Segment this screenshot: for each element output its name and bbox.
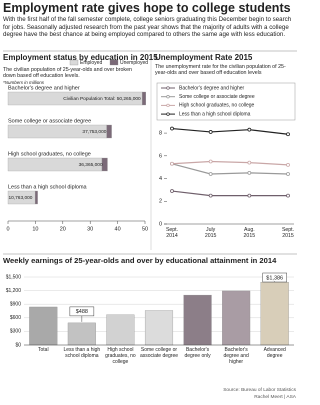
point [247, 170, 252, 175]
y-tick-label: $900 [10, 302, 21, 308]
bar [260, 282, 289, 346]
x-tick-label: Sept. 2014 [165, 227, 179, 239]
chart-title: Unemployment Rate 2015 [155, 53, 253, 62]
chart-subtitle: The civilian population of 25-year-olds … [3, 67, 132, 80]
legend-label: Less than a high school diploma [179, 111, 251, 117]
x-tick-label: 0 [6, 226, 9, 232]
series-line [171, 127, 289, 135]
source: Source: Bureau of Labor Statistics [223, 388, 296, 393]
point [208, 193, 213, 198]
x-tick-label: Less than a high school diploma [63, 347, 101, 359]
credit: Rachel Meert | ASA [254, 395, 296, 400]
category-label: Some college or associate degree [8, 118, 91, 124]
legend-marker [166, 86, 170, 90]
bar [67, 322, 96, 346]
bar-segment [106, 124, 112, 139]
x-tick-label: Aug. 2015 [243, 227, 256, 239]
category-label: Bachelor's degree and higher [8, 85, 80, 91]
legend-label: Bachelor's degree and higher [179, 85, 245, 91]
intro: With the first half of the fall semester… [3, 16, 292, 39]
point [208, 172, 213, 176]
x-tick-label: July 2015 [204, 227, 217, 239]
y-tick-label: $600 [10, 315, 21, 321]
x-tick-label: 30 [87, 226, 93, 232]
x-tick-label: 50 [142, 226, 148, 232]
y-tick-label: $1,500 [6, 274, 22, 280]
bar [29, 306, 58, 346]
point [170, 189, 174, 193]
category-label: Less than a high school diploma [8, 184, 88, 190]
bar [222, 290, 251, 346]
legend-marker [166, 112, 170, 116]
chart-title: Employment status by education in 2015 [3, 53, 158, 62]
legend-swatch [109, 59, 119, 66]
y-tick-label: $0 [15, 342, 21, 348]
value-label: $1,386 [266, 275, 283, 281]
chart-subtitle: The unemployment rate for the civilian p… [155, 64, 286, 77]
x-tick-label: 10 [32, 226, 38, 232]
y-tick-label: 4 [159, 176, 162, 182]
legend-label: Employed [80, 60, 102, 66]
x-tick-label: High school graduates, no college [105, 347, 136, 365]
point [208, 130, 213, 134]
y-tick-label: $1,200 [6, 288, 22, 294]
y-tick-label: $300 [10, 329, 21, 335]
legend-marker [166, 95, 170, 99]
legend-label: Some college or associate degree [179, 94, 255, 100]
point [170, 126, 174, 131]
point [247, 160, 252, 165]
point [170, 161, 174, 166]
bar-segment [34, 190, 38, 205]
legend-label: High school graduates, no college [179, 103, 255, 109]
legend-label: Unemployed [120, 60, 148, 66]
page-title: Employment rate gives hope to college st… [3, 1, 291, 15]
infographic: Employed Unemployed Bachelor's degree and … [3, 1, 297, 400]
total-label: Civilian Population Total: 50,265,000 [63, 96, 141, 102]
x-tick-label: Total [38, 347, 49, 353]
y-tick-label: 2 [159, 199, 162, 205]
point [208, 159, 213, 164]
total-label: 37,753,000 [82, 129, 106, 135]
charts: Employed Unemployed Bachelor's degree and … [3, 50, 297, 348]
category-label: High school graduates, no college [8, 151, 91, 157]
y-tick-label: 8 [159, 131, 162, 137]
x-tick-label: Sept. 2015 [281, 227, 295, 239]
x-tick-label: Some college or associate degree [139, 347, 179, 359]
x-tick-label: Bachelor's degree and higher [223, 347, 249, 365]
point [286, 132, 290, 137]
chart-title: Weekly earnings of 25-year-olds and over… [3, 256, 277, 265]
chart-note: *Numbers in millions [3, 80, 45, 85]
legend-box [156, 82, 296, 121]
bar [106, 314, 135, 346]
x-tick-label: Bachelor's degree only [184, 347, 211, 359]
series-line [171, 160, 289, 166]
series-line [171, 163, 289, 175]
bar-segment [142, 91, 146, 106]
x-tick-label: Advanced degree [263, 347, 286, 359]
point [286, 172, 290, 176]
total-label: 10,763,000 [8, 195, 32, 201]
point [247, 193, 252, 198]
series-line [171, 190, 288, 197]
total-label: 36,365,000 [79, 162, 103, 168]
bar [144, 310, 174, 346]
y-tick-label: 0 [159, 221, 162, 227]
point [286, 193, 290, 198]
point [286, 163, 290, 167]
y-tick-label: 6 [159, 153, 162, 159]
legend-marker [166, 103, 170, 108]
x-tick-label: 20 [60, 226, 66, 232]
bar [183, 294, 212, 346]
x-tick-label: 40 [115, 226, 121, 232]
point [247, 127, 252, 132]
value-label: $488 [76, 309, 88, 315]
bar-segment [101, 157, 108, 172]
legend-swatch [69, 59, 79, 66]
